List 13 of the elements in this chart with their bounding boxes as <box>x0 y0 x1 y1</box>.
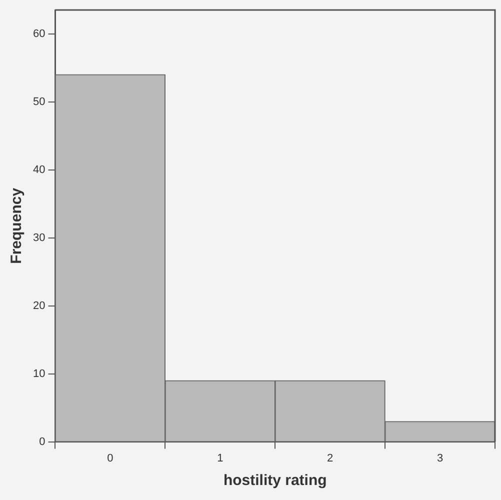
x-axis-title: hostility rating <box>223 472 327 490</box>
x-tick-label: 2 <box>327 452 334 464</box>
y-axis-title: Frequency <box>8 187 26 264</box>
y-tick-label: 50 <box>32 96 46 108</box>
y-tick-label: 40 <box>32 164 46 176</box>
y-tick-label: 20 <box>32 300 46 312</box>
y-tick-label: 0 <box>39 436 46 448</box>
x-tick-label: 3 <box>436 452 444 464</box>
y-tick-label: 60 <box>32 28 46 40</box>
y-tick-label: 10 <box>32 368 46 380</box>
y-tick-label: 30 <box>32 232 46 244</box>
x-tick-label: 1 <box>217 452 224 464</box>
x-tick-label: 0 <box>107 452 114 464</box>
